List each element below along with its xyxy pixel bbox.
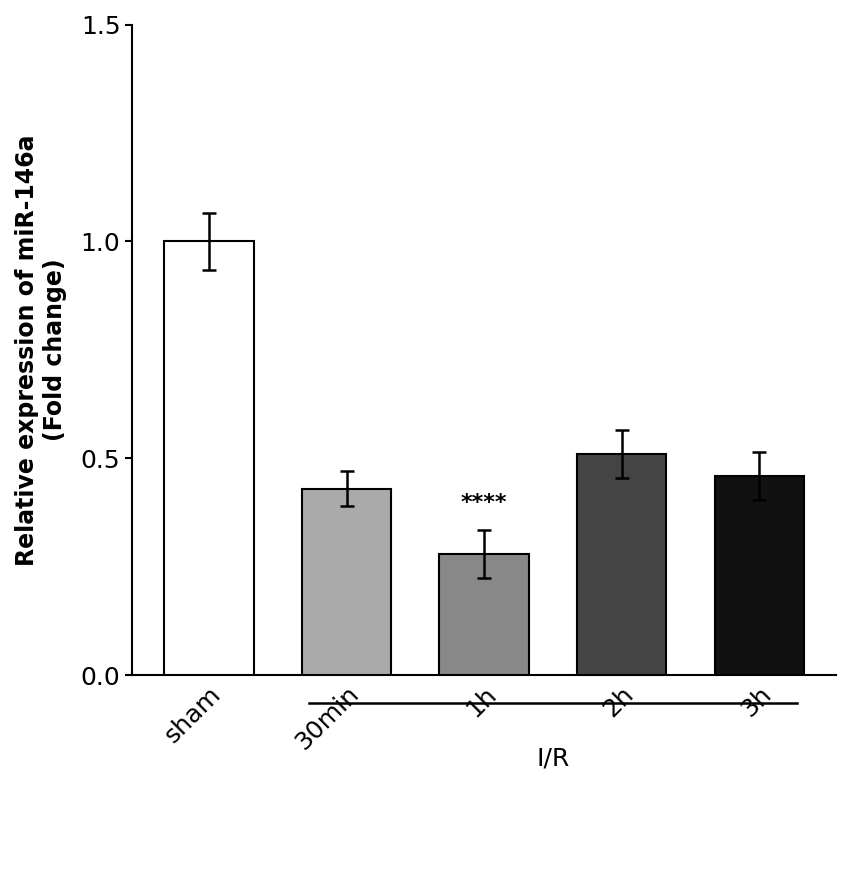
Text: I/R: I/R	[536, 747, 569, 771]
Text: ****: ****	[461, 493, 507, 513]
Bar	[577, 454, 666, 676]
Y-axis label: Relative expression of miR-146a
(Fold change): Relative expression of miR-146a (Fold ch…	[15, 134, 66, 565]
Bar	[164, 242, 254, 676]
Bar	[715, 476, 804, 676]
Bar	[439, 554, 528, 676]
Bar	[302, 488, 391, 676]
